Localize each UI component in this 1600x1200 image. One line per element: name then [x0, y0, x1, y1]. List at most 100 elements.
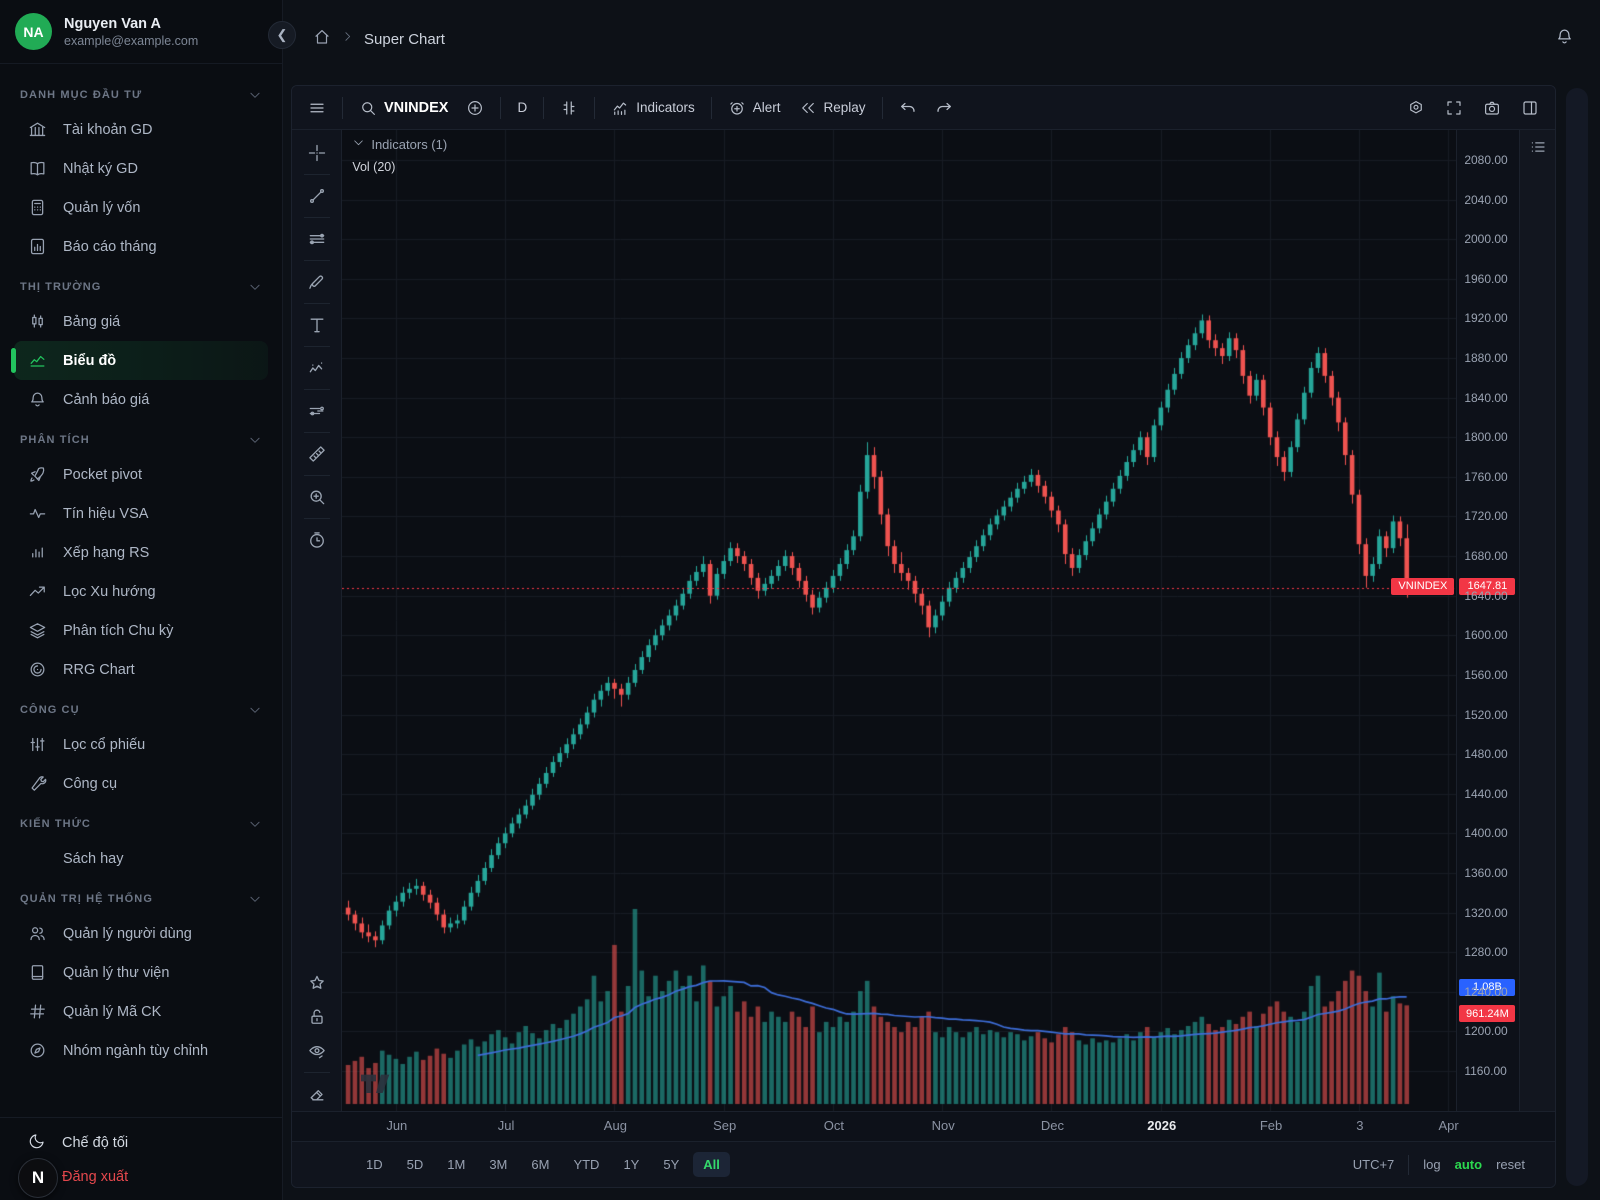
chart-toolbar: VNINDEX D Indicators Alert Replay — [292, 86, 1555, 130]
indicators-button[interactable]: Indicators — [603, 93, 703, 123]
tool-eraser-button[interactable] — [300, 1077, 334, 1111]
tool-elliott-button[interactable] — [300, 351, 334, 385]
section-header[interactable]: Phân tích — [0, 419, 282, 455]
sidebar-item-compass[interactable]: Nhóm ngành tùy chỉnh — [0, 1031, 282, 1070]
vertical-scrollbar[interactable] — [1566, 88, 1588, 1186]
chevron-down-icon — [250, 821, 260, 827]
symbol-search-button[interactable]: VNINDEX — [351, 93, 456, 123]
timeframe-1m-button[interactable]: 1M — [447, 1157, 466, 1172]
sidebar-item-bell[interactable]: Cảnh báo giá — [0, 380, 282, 419]
time-axis[interactable]: Jun Jul Aug Sep Oct Nov Dec 2026 Feb 3 Apr — [292, 1111, 1555, 1141]
floating-n-badge[interactable]: N — [18, 1158, 58, 1198]
indicators-legend[interactable]: Indicators (1) — [352, 136, 447, 152]
sidebar-item-candles[interactable]: Bảng giá — [0, 302, 282, 341]
tool-trendline-button[interactable] — [300, 179, 334, 213]
time-tick: Dec — [1040, 1118, 1065, 1133]
sidebar-item-trend-up[interactable]: Lọc Xu hướng — [0, 572, 282, 611]
interval-button[interactable]: D — [517, 100, 528, 115]
timeframe-1y-button[interactable]: 1Y — [623, 1157, 640, 1172]
alert-button[interactable]: Alert — [720, 93, 789, 123]
section-header[interactable]: Thị trường — [0, 266, 282, 302]
scale-auto-button[interactable]: auto — [1454, 1157, 1483, 1172]
timeframe-6m-button[interactable]: 6M — [531, 1157, 550, 1172]
sidebar-item-library[interactable]: Quản lý thư viện — [0, 953, 282, 992]
price-tick: 1720.00 — [1464, 509, 1508, 524]
sidebar-item-line-chart[interactable]: Biểu đồ — [11, 341, 268, 380]
sidebar-item-sliders[interactable]: Lọc cổ phiếu — [0, 725, 282, 764]
sidebar-item-wrench[interactable]: Công cụ — [0, 764, 282, 803]
tool-text-button[interactable] — [300, 308, 334, 342]
timeframe-5y-button[interactable]: 5Y — [663, 1157, 680, 1172]
sidebar-collapse-button[interactable]: ❮ — [268, 21, 296, 49]
time-tick: 3 — [1356, 1118, 1364, 1133]
sidebar-item-pulse[interactable]: Tín hiệu VSA — [0, 494, 282, 533]
timeframe-3m-button[interactable]: 3M — [489, 1157, 508, 1172]
scale-reset-button[interactable]: reset — [1496, 1157, 1525, 1172]
time-tick: Oct — [823, 1118, 845, 1133]
last-price-symbol-tag: VNINDEX — [1391, 577, 1455, 595]
tool-unlock-button[interactable] — [300, 1000, 334, 1034]
home-icon[interactable] — [313, 28, 331, 51]
redo-button[interactable] — [927, 93, 961, 123]
chart-style-button[interactable] — [552, 93, 586, 123]
section-header[interactable]: Kiến thức — [0, 803, 282, 839]
tool-crosshair-button[interactable] — [300, 136, 334, 170]
menu-icon — [310, 103, 324, 112]
price-tick: 1160.00 — [1464, 1064, 1507, 1078]
undo-button[interactable] — [891, 93, 925, 123]
chevron-down-icon — [352, 136, 365, 152]
timeframe-ytd-button[interactable]: YTD — [573, 1157, 600, 1172]
tool-brush-button[interactable] — [300, 265, 334, 299]
price-axis[interactable]: 1647.81 1.08B 961.24M 2080.00 2040.00 2000… — [1456, 130, 1520, 1111]
price-tick: 1280.00 — [1464, 945, 1508, 960]
sidebar-item-calculator[interactable]: Quản lý vốn — [0, 188, 282, 227]
sidebar-item-layers[interactable]: Phân tích Chu kỳ — [0, 611, 282, 650]
sidebar-item-rocket[interactable]: Pocket pivot — [0, 455, 282, 494]
price-chart-canvas[interactable] — [342, 130, 1457, 1111]
sidebar-item-users[interactable]: Quản lý người dùng — [0, 914, 282, 953]
dark-mode-toggle[interactable]: Chế độ tối — [0, 1126, 282, 1160]
bars-icon — [32, 547, 43, 558]
tool-zoom-in-button[interactable] — [300, 480, 334, 514]
tool-parallel-lines-button[interactable] — [300, 222, 334, 256]
snapshot-button[interactable] — [1475, 93, 1509, 123]
bottom-toolbar: 1D 5D 1M 3M 6M YTD 1Y 5Y All UTC+7 log auto reset — [292, 1141, 1555, 1187]
fullscreen-button[interactable] — [1437, 93, 1471, 123]
chart-settings-button[interactable] — [1399, 93, 1433, 123]
sidebar-item-hash[interactable]: Quản lý Mã CK — [0, 992, 282, 1031]
candles-icon — [32, 314, 43, 328]
timeframe-1d-button[interactable]: 1D — [366, 1157, 383, 1172]
bank-icon — [29, 122, 46, 137]
tool-long-position-button[interactable] — [300, 394, 334, 428]
menu-button[interactable] — [300, 93, 334, 123]
chart-area: Indicators (1) Vol (20) VNINDEX — [342, 130, 1457, 1111]
sidebar-item-bars[interactable]: Xếp hạng RS — [0, 533, 282, 572]
tool-ruler-button[interactable] — [300, 437, 334, 471]
notifications-bell-icon[interactable] — [1555, 27, 1574, 51]
sidebar-item-bank[interactable]: Tài khoản GD — [0, 110, 282, 149]
time-tick: Feb — [1259, 1118, 1283, 1133]
timeframe-5d-button[interactable]: 5D — [406, 1157, 424, 1172]
section-header[interactable]: Công cụ — [0, 689, 282, 725]
sidebar-item-rrg[interactable]: RRG Chart — [0, 650, 282, 689]
tool-star-button[interactable] — [300, 966, 334, 1000]
sidebar-item-book[interactable]: Sách hay — [0, 839, 282, 878]
price-tick: 1800.00 — [1464, 430, 1508, 445]
section-header[interactable]: Danh mục đầu tư — [0, 74, 282, 110]
scale-log-button[interactable]: log — [1423, 1157, 1441, 1172]
layers-icon — [29, 623, 46, 639]
user-profile: NA Nguyen Van A example@example.com — [0, 0, 282, 64]
replay-button[interactable]: Replay — [791, 93, 874, 123]
timezone-button[interactable]: UTC+7 — [1352, 1157, 1395, 1172]
add-symbol-button[interactable] — [458, 93, 492, 123]
section-header[interactable]: Quản trị hệ thống — [0, 878, 282, 914]
volume-legend[interactable]: Vol (20) — [352, 160, 396, 174]
price-tick: 1440.00 — [1464, 786, 1508, 801]
object-tree-list-icon[interactable] — [1529, 138, 1547, 161]
sidebar-item-book-open[interactable]: Nhật ký GD — [0, 149, 282, 188]
tool-eye-button[interactable] — [300, 1034, 334, 1068]
sidebar-item-report[interactable]: Báo cáo tháng — [0, 227, 282, 266]
timeframe-all-button[interactable]: All — [693, 1152, 730, 1177]
layout-button[interactable] — [1513, 93, 1547, 123]
tool-bar-replay-clock-button[interactable] — [300, 523, 334, 557]
